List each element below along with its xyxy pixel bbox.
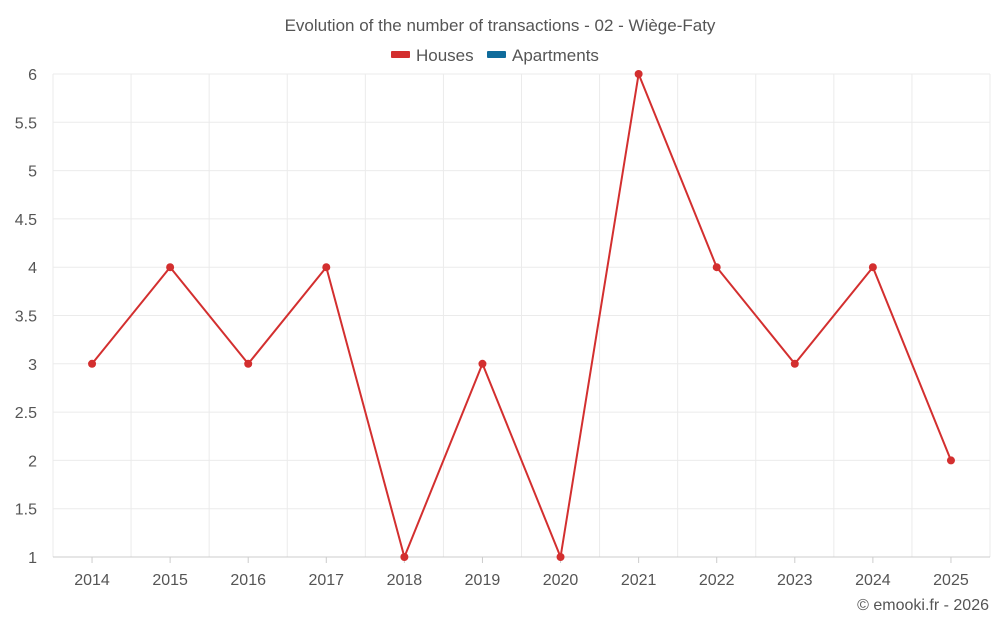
series-houses — [88, 70, 955, 561]
credit-text: © emooki.fr - 2026 — [857, 597, 989, 614]
x-tick-label: 2023 — [777, 572, 813, 589]
data-point[interactable] — [790, 359, 799, 368]
x-tick-label: 2017 — [308, 572, 344, 589]
y-tick-label: 6 — [28, 67, 37, 84]
x-tick-label: 2020 — [543, 572, 579, 589]
y-tick-label: 3.5 — [15, 309, 37, 326]
legend-item-apartments[interactable]: Apartments — [487, 46, 599, 65]
data-point[interactable] — [322, 263, 331, 272]
legend: Houses Apartments — [391, 46, 599, 65]
y-tick-label: 1.5 — [15, 502, 37, 519]
data-point[interactable] — [88, 359, 97, 368]
legend-label-apartments: Apartments — [512, 46, 599, 65]
data-point[interactable] — [868, 263, 877, 272]
legend-swatch-houses — [391, 51, 410, 58]
chart-title: Evolution of the number of transactions … — [285, 16, 716, 35]
x-tick-label: 2019 — [465, 572, 501, 589]
y-tick-label: 5.5 — [15, 115, 37, 132]
data-point[interactable] — [400, 553, 409, 561]
y-tick-label: 5 — [28, 164, 37, 181]
y-tick-label: 1 — [28, 550, 37, 567]
y-tick-label: 4.5 — [15, 212, 37, 229]
y-tick-label: 4 — [28, 260, 37, 277]
x-axis: 2014 2015 2016 2017 2018 2019 2020 2021 2022 2023… — [53, 556, 990, 589]
data-point[interactable] — [244, 359, 253, 368]
x-tick-label: 2024 — [855, 572, 891, 589]
legend-label-houses: Houses — [416, 46, 474, 65]
data-point[interactable] — [478, 359, 487, 368]
y-tick-label: 3 — [28, 357, 37, 374]
grid — [52, 73, 991, 557]
legend-swatch-apartments — [487, 51, 506, 58]
data-point[interactable] — [946, 456, 955, 465]
x-tick-label: 2022 — [699, 572, 735, 589]
data-point[interactable] — [556, 553, 565, 561]
series-line — [91, 73, 952, 558]
data-point[interactable] — [712, 263, 721, 272]
data-point[interactable] — [634, 70, 643, 78]
y-tick-label: 2 — [28, 453, 37, 470]
y-tick-label: 2.5 — [15, 405, 37, 422]
legend-item-houses[interactable]: Houses — [391, 46, 474, 65]
x-tick-label: 2015 — [152, 572, 188, 589]
x-tick-label: 2018 — [387, 572, 423, 589]
y-axis: 1 1.5 2 2.5 3 3.5 4 4.5 5 5.5 6 — [15, 67, 37, 567]
data-point[interactable] — [166, 263, 175, 272]
x-tick-label: 2025 — [933, 572, 969, 589]
x-tick-label: 2016 — [230, 572, 266, 589]
x-tick-label: 2014 — [74, 572, 110, 589]
x-tick-label: 2021 — [621, 572, 657, 589]
